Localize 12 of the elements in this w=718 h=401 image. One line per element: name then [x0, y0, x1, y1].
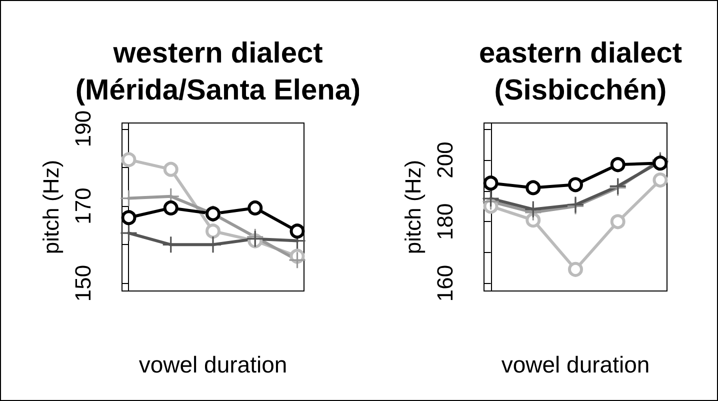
y-tick-label: 170 — [70, 188, 96, 224]
y-tick-label: 200 — [432, 142, 458, 178]
x-axis-title: vowel duration — [501, 352, 650, 378]
y-axis-title: pitch (Hz) — [400, 160, 426, 254]
y-tick-label: 160 — [432, 264, 458, 302]
chart-title: eastern dialect (Sisbicchén) — [478, 38, 682, 106]
y-axis-title: pitch (Hz) — [38, 160, 64, 254]
x-axis-title: vowel duration — [138, 352, 288, 378]
y-tick-label: 180 — [432, 203, 458, 240]
y-tick-label: 190 — [70, 110, 96, 148]
y-tick-label: 150 — [70, 264, 96, 302]
chart-title: western dialect (Mérida/Santa Elena) — [75, 38, 361, 106]
